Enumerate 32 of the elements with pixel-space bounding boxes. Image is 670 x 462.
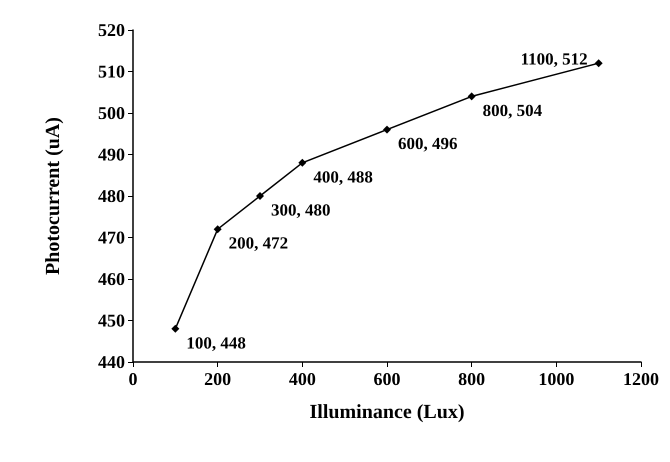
point [171, 324, 180, 333]
x-tick-label: 600 [374, 369, 400, 389]
data-label: 200, 472 [228, 234, 288, 253]
x-tick-label: 200 [204, 369, 232, 389]
y-tick-label: 460 [98, 269, 125, 289]
y-tick-label: 480 [98, 186, 125, 206]
y-tick-label: 500 [98, 103, 125, 123]
data-label: 1100, 512 [520, 50, 588, 69]
x-tick-label: 0 [128, 369, 138, 389]
data-label: 300, 480 [271, 200, 330, 220]
data-label: 400, 488 [313, 167, 373, 186]
y-tick-label: 450 [98, 310, 125, 330]
y-tick-label: 470 [98, 228, 125, 248]
point [298, 158, 306, 167]
point [383, 126, 391, 134]
y-tick-label: 510 [98, 62, 125, 82]
point [468, 92, 476, 100]
x-tick-label: 400 [288, 369, 316, 389]
y-axis-title: Photocurrent (uA) [42, 117, 64, 275]
data-label: 600, 496 [398, 134, 458, 154]
data-label: 800, 504 [482, 100, 543, 120]
x-tick-label: 1000 [538, 369, 574, 389]
x-axis-title: Illuminance (Lux) [309, 401, 465, 423]
y-tick-label: 440 [98, 352, 125, 372]
y-tick-label: 520 [98, 20, 125, 40]
y-tick-label: 490 [98, 144, 125, 164]
point [256, 192, 264, 200]
data-label: 100, 448 [186, 333, 246, 352]
x-tick-label: 1200 [623, 369, 659, 389]
x-tick-label: 800 [458, 369, 486, 389]
point [594, 59, 603, 68]
point [214, 225, 222, 234]
